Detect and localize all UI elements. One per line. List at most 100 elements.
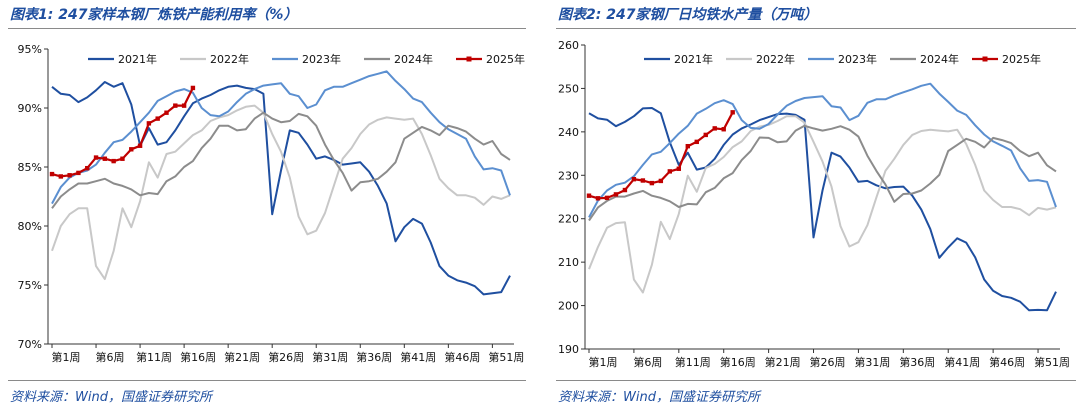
legend-label: 2025年 [486, 52, 525, 66]
x-tick-label: 第31周 [312, 350, 348, 364]
source-note: 资料来源：Wind，国盛证券研究所 [10, 390, 212, 405]
divider [8, 28, 526, 29]
chart-panel-1: 图表1: 247家样本钢厂炼铁产能利用率（%） 70% 75% 80% 85% 90% 9… [0, 0, 530, 408]
series-point [58, 174, 64, 179]
y-tick-label: 95% [18, 43, 42, 56]
series-line-2022年 [588, 115, 1057, 294]
y-tick-label: 70% [18, 338, 42, 351]
legend-marker [982, 56, 988, 62]
series-point [622, 187, 628, 193]
series-line-2025年 [51, 87, 194, 178]
series-point [93, 155, 99, 160]
chart-title: 图表2: 247家钢厂日均铁水产量（万吨） [558, 7, 818, 23]
series-point [595, 196, 601, 201]
series-point [613, 192, 619, 197]
series-line-2022年 [51, 104, 511, 281]
divider [8, 380, 526, 381]
series-line-2023年 [588, 82, 1057, 218]
series-line-2021年 [588, 107, 1057, 312]
x-tick-label: 第11周 [136, 350, 172, 364]
series-point [164, 110, 169, 115]
series-point [586, 193, 592, 198]
y-tick-label: 85% [18, 161, 42, 174]
series-point [155, 116, 160, 121]
y-tick-label: 75% [18, 279, 42, 292]
series-point [49, 171, 55, 177]
series-point [712, 126, 717, 131]
x-tick-label: 第46周 [444, 350, 480, 364]
x-tick-label: 第26周 [268, 350, 304, 364]
legend-label: 2022年 [210, 52, 249, 66]
y-tick-label: 90% [18, 102, 42, 115]
series-point [631, 176, 637, 182]
legend-label: 2023年 [838, 52, 877, 66]
x-tick-label: 第36周 [356, 350, 392, 364]
x-tick-label: 第16周 [180, 350, 216, 364]
line-chart: 70% 75% 80% 85% 90% 95% 第1周 第6周 第11周 第16周 第21周 第26周… [18, 43, 525, 364]
legend-marker [466, 56, 472, 62]
x-tick-label: 第11周 [675, 355, 711, 369]
series-point [137, 143, 143, 148]
series-point [721, 127, 726, 132]
series-point [604, 195, 610, 201]
series-point [173, 103, 178, 108]
x-tick-label: 第6周 [633, 355, 662, 369]
x-tick-label: 第6周 [96, 350, 125, 364]
y-tick-label: 230 [558, 169, 579, 182]
y-tick-label: 260 [558, 39, 579, 52]
series-point [730, 110, 735, 115]
series-line-2025年 [588, 111, 734, 200]
x-tick-label: 第21周 [765, 355, 801, 369]
legend-label: 2024年 [394, 52, 433, 66]
legend-label: 2021年 [674, 52, 713, 66]
y-tick-label: 220 [558, 213, 579, 226]
x-tick-label: 第41周 [944, 355, 980, 369]
series-point [85, 165, 90, 171]
series-line-2024年 [51, 111, 511, 209]
series-line-2024年 [588, 124, 1057, 222]
series-line-2023年 [51, 70, 511, 205]
divider [556, 28, 1076, 29]
series-point [640, 178, 646, 183]
x-tick-label: 第51周 [488, 350, 524, 364]
y-tick-label: 240 [558, 126, 579, 139]
chart-panel-2: 图表2: 247家钢厂日均铁水产量（万吨） 190 200 210 220 230 240… [548, 0, 1080, 408]
legend-label: 2022年 [756, 52, 795, 66]
series-point [76, 170, 81, 176]
series-point [111, 158, 116, 164]
series-point [658, 178, 664, 184]
source-note: 资料来源：Wind，国盛证券研究所 [558, 390, 760, 405]
y-tick-label: 250 [558, 82, 579, 95]
series-point [120, 156, 125, 161]
legend-label: 2023年 [302, 52, 341, 66]
y-tick-label: 210 [558, 256, 579, 269]
chart-title: 图表1: 247家样本钢厂炼铁产能利用率（%） [10, 7, 298, 23]
x-tick-label: 第46周 [989, 355, 1025, 369]
series-point [129, 147, 134, 152]
y-tick-label: 200 [558, 300, 579, 313]
x-tick-label: 第31周 [854, 355, 890, 369]
x-tick-label: 第36周 [899, 355, 935, 369]
legend-label: 2024年 [920, 52, 959, 66]
x-tick-label: 第41周 [400, 350, 436, 364]
series-point [146, 121, 152, 126]
y-tick-label: 190 [558, 343, 579, 356]
legend-label: 2021年 [118, 52, 157, 66]
series-point [694, 139, 699, 145]
x-tick-label: 第1周 [52, 350, 81, 364]
y-tick-label: 80% [18, 220, 42, 233]
divider [556, 380, 1076, 381]
x-tick-label: 第26周 [810, 355, 846, 369]
series-line-2021年 [51, 81, 511, 296]
series-point [649, 180, 655, 186]
series-point [676, 166, 682, 171]
x-tick-label: 第21周 [224, 350, 260, 364]
series-point [102, 156, 108, 161]
series-point [67, 173, 72, 178]
series-point [667, 169, 673, 174]
series-point [703, 132, 708, 138]
x-tick-label: 第51周 [1034, 355, 1070, 369]
x-tick-label: 第1周 [589, 355, 618, 369]
series-point [190, 85, 196, 91]
